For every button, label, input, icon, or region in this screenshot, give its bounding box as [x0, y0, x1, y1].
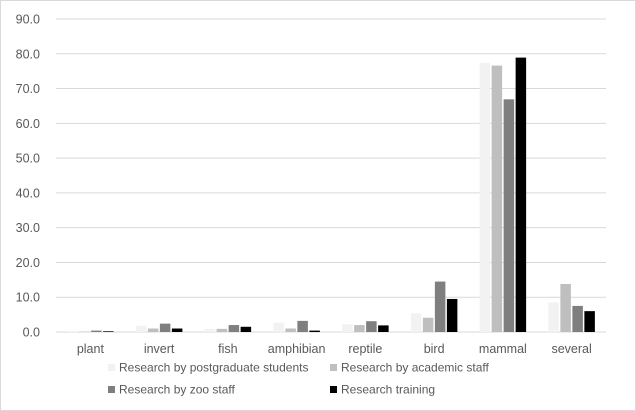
bar-bird-series-1	[410, 313, 422, 332]
y-tick-label: 70.0	[16, 82, 40, 96]
bar-several-series-3	[572, 305, 583, 332]
bar-invert-series-3	[159, 323, 171, 332]
bar-mammal-series-1	[479, 62, 491, 332]
x-tick-label: bird	[424, 342, 445, 356]
bar-fish-series-4	[240, 326, 252, 332]
x-tick-label: invert	[144, 342, 175, 356]
bar-several-series-1	[548, 302, 559, 332]
legend-swatch	[108, 364, 115, 371]
x-tick-label: several	[551, 342, 591, 356]
y-tick-label: 0.0	[23, 326, 40, 340]
bar-amphibian-series-4	[309, 330, 320, 332]
y-tick-label: 90.0	[16, 13, 40, 27]
x-axis: plant invert fish amphibian reptile bird mamma…	[77, 342, 592, 356]
bar-mammal-series-3	[503, 99, 515, 332]
bar-bird-series-4	[446, 298, 458, 332]
legend-swatch	[330, 364, 337, 371]
y-tick-label: 50.0	[16, 152, 40, 166]
bar-several-series-2	[560, 284, 571, 332]
bar-bird-series-2	[422, 317, 434, 332]
bar-mammal-series-2	[491, 65, 503, 332]
bar-amphibian-series-1	[273, 322, 284, 332]
x-tick-label: fish	[218, 342, 238, 356]
y-tick-label: 40.0	[16, 186, 40, 200]
bar-amphibian-series-3	[297, 320, 308, 332]
legend-label: Research by postgraduate students	[119, 361, 308, 375]
x-tick-label: mammal	[479, 342, 527, 356]
bar-invert-series-2	[147, 328, 159, 332]
bar-plant-series-3	[91, 330, 102, 332]
bar-reptile-series-3	[366, 321, 377, 332]
legend-label: Research training	[341, 383, 435, 397]
bar-mammal-series-4	[515, 57, 527, 332]
bar-invert-series-1	[135, 325, 147, 332]
legend-label: Research by academic staff	[341, 361, 490, 375]
bar-fish-series-1	[204, 328, 216, 332]
bar-reptile-series-4	[378, 325, 389, 332]
bars	[67, 57, 595, 332]
gridlines	[56, 18, 606, 333]
x-tick-label: plant	[77, 342, 105, 356]
bar-bird-series-3	[434, 281, 446, 332]
x-tick-label: reptile	[348, 342, 382, 356]
bar-amphibian-series-2	[285, 328, 296, 332]
x-tick-label: amphibian	[268, 342, 326, 356]
y-tick-label: 80.0	[16, 47, 40, 61]
y-tick-label: 20.0	[16, 256, 40, 270]
y-tick-label: 30.0	[16, 221, 40, 235]
legend-label: Research by zoo staff	[119, 383, 236, 397]
bar-reptile-series-2	[354, 325, 365, 332]
bar-invert-series-4	[171, 328, 183, 332]
legend-swatch	[330, 386, 337, 393]
bar-fish-series-2	[216, 328, 228, 332]
bar-plant-series-4	[103, 331, 114, 332]
legend: Research by postgraduate students Researc…	[108, 361, 490, 397]
bar-fish-series-3	[228, 325, 240, 332]
y-tick-label: 60.0	[16, 117, 40, 131]
legend-swatch	[108, 386, 115, 393]
bar-several-series-4	[584, 311, 595, 332]
y-axis: 0.0 10.0 20.0 30.0 40.0 50.0 60.0 70.0 80.0 90.0	[16, 13, 40, 340]
bar-reptile-series-1	[342, 324, 353, 332]
y-tick-label: 10.0	[16, 291, 40, 305]
